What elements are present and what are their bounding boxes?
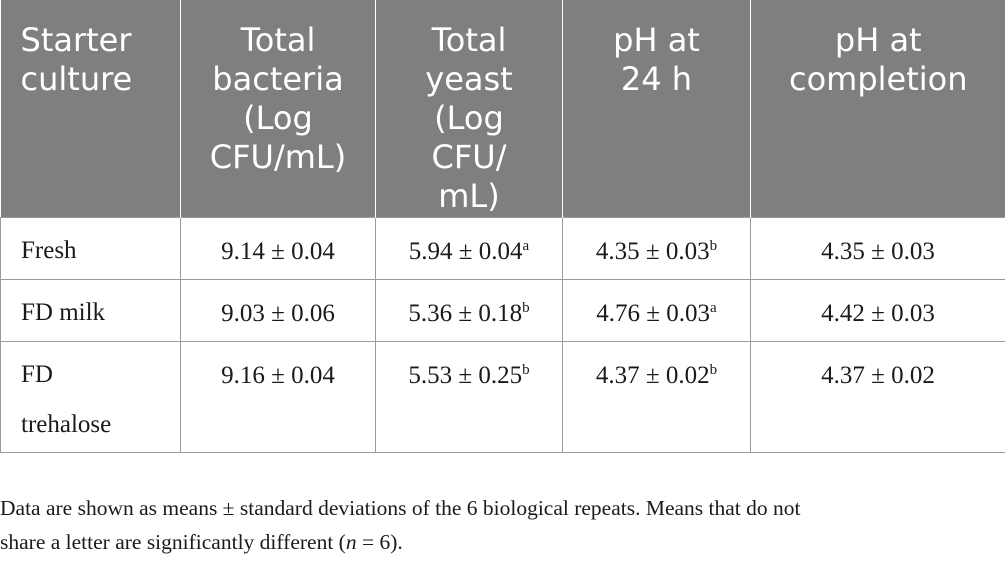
cell-yeast: 5.94 ± 0.04a [375, 216, 563, 280]
cell-ph-completion: 4.37 ± 0.02 [750, 340, 1005, 453]
cell-yeast: 5.36 ± 0.18b [375, 278, 563, 342]
cell-bacteria: 9.14 ± 0.04 [180, 216, 376, 280]
cell-bacteria: 9.16 ± 0.04 [180, 340, 376, 453]
table-row: FD milk 9.03 ± 0.06 5.36 ± 0.18b 4.76 ± … [0, 278, 1005, 342]
header-row: Starter culture Total bacteria (Log CFU/… [0, 0, 1005, 217]
cell-ph-24h: 4.35 ± 0.03b [562, 216, 751, 280]
cell-ph-completion: 4.42 ± 0.03 [750, 278, 1005, 342]
table-row: FD trehalose 9.16 ± 0.04 5.53 ± 0.25b 4.3… [0, 340, 1005, 453]
cell-ph-24h: 4.76 ± 0.03a [562, 278, 751, 342]
cell-culture: FD milk [0, 278, 181, 342]
data-table: Starter culture Total bacteria (Log CFU/… [0, 0, 1005, 453]
cell-culture: FD trehalose [0, 340, 181, 453]
header-ph-24h: pH at 24 h [562, 0, 751, 217]
header-total-yeast: Total yeast (Log CFU/ mL) [375, 0, 563, 217]
footnote-line-2: share a letter are significantly differe… [0, 530, 403, 554]
footnote-line-1: Data are shown as means ± standard devia… [0, 496, 801, 520]
table-row: Fresh 9.14 ± 0.04 5.94 ± 0.04a 4.35 ± 0.… [0, 216, 1005, 280]
cell-culture: Fresh [0, 216, 181, 280]
cell-ph-completion: 4.35 ± 0.03 [750, 216, 1005, 280]
cell-yeast: 5.53 ± 0.25b [375, 340, 563, 453]
header-starter-culture: Starter culture [0, 0, 181, 217]
table-footnote: Data are shown as means ± standard devia… [0, 491, 1005, 559]
cell-ph-24h: 4.37 ± 0.02b [562, 340, 751, 453]
cell-bacteria: 9.03 ± 0.06 [180, 278, 376, 342]
header-total-bacteria: Total bacteria (Log CFU/mL) [180, 0, 376, 217]
header-ph-completion: pH at completion [750, 0, 1005, 217]
